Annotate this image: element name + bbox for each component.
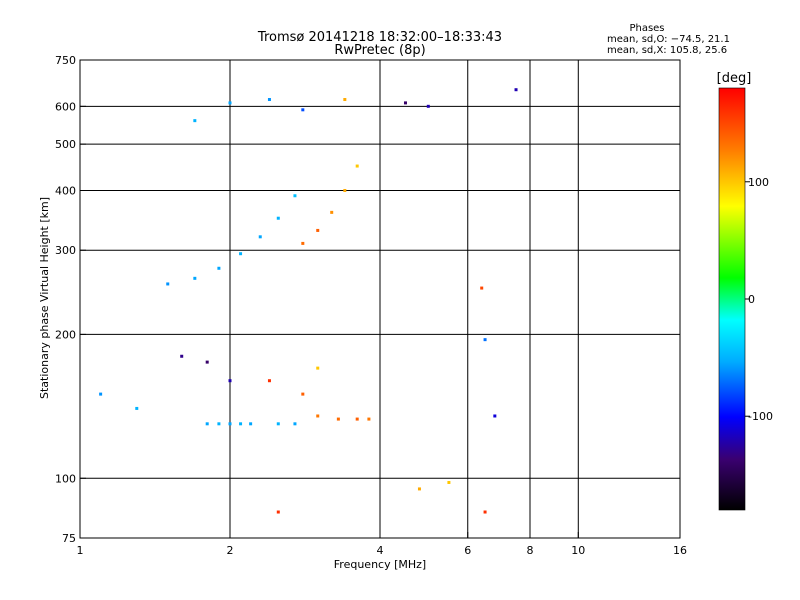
x-tick-label: 8 — [527, 544, 534, 557]
x-tick-label: 2 — [227, 544, 234, 557]
data-point — [205, 422, 209, 426]
data-point — [276, 422, 280, 426]
data-point — [483, 338, 487, 342]
colorbar-label: [deg] — [717, 71, 752, 86]
data-point — [205, 360, 209, 364]
data-point — [301, 241, 305, 245]
data-point — [301, 392, 305, 396]
data-point — [293, 194, 297, 198]
data-point — [180, 354, 184, 358]
y-tick-label: 75 — [62, 532, 76, 545]
legend-title: Phases — [629, 23, 664, 34]
data-point — [99, 392, 103, 396]
x-axis-label: Frequency [MHz] — [334, 558, 426, 571]
data-point — [316, 414, 320, 418]
data-point — [217, 422, 221, 426]
series-points — [193, 98, 430, 123]
colorbar — [718, 87, 746, 511]
x-tick-label: 10 — [571, 544, 585, 557]
y-axis-label: Stationary phase Virtual Height [km] — [38, 197, 51, 399]
data-point — [293, 422, 297, 426]
series-points — [301, 164, 359, 245]
data-point — [316, 366, 320, 370]
chart-title: Tromsø 20141218 18:32:00–18:33:43 — [257, 30, 502, 45]
data-point — [276, 216, 280, 220]
data-point — [316, 228, 320, 232]
data-points — [99, 88, 518, 514]
data-point — [417, 487, 421, 491]
data-point — [228, 422, 232, 426]
data-point — [228, 101, 232, 105]
colorbar-tick-label: 100 — [748, 176, 769, 189]
series-points — [99, 354, 320, 410]
data-point — [135, 406, 139, 410]
data-point — [355, 164, 359, 168]
y-axis: 75 100 200 300 400 500 600 750 — [55, 54, 86, 545]
chart-subtitle: RwPretec (8p) — [334, 43, 425, 58]
y-tick-label: 400 — [55, 184, 76, 197]
data-point — [403, 101, 407, 105]
data-point — [343, 98, 347, 102]
data-point — [193, 276, 197, 280]
y-tick-label: 500 — [55, 138, 76, 151]
data-point — [367, 417, 371, 421]
series-points — [166, 194, 297, 286]
data-point — [336, 417, 340, 421]
data-point — [426, 104, 430, 108]
grid-lines — [80, 60, 680, 538]
data-point — [447, 480, 451, 484]
x-tick-label: 6 — [464, 544, 471, 557]
x-tick-label: 16 — [673, 544, 687, 557]
data-point — [301, 108, 305, 112]
colorbar-ticks: 100 0 -100 — [745, 176, 773, 423]
data-point — [480, 286, 484, 290]
data-point — [355, 417, 359, 421]
data-point — [483, 510, 487, 514]
x-axis: 1 2 4 6 8 10 16 — [77, 532, 687, 557]
data-point — [267, 98, 271, 102]
data-point — [258, 235, 262, 239]
series-points — [276, 88, 518, 514]
y-tick-label: 100 — [55, 472, 76, 485]
colorbar-tick-label: 0 — [748, 293, 755, 306]
data-point — [514, 88, 518, 92]
data-point — [267, 379, 271, 383]
data-point — [166, 282, 170, 286]
series-points — [205, 414, 371, 426]
legend-line-x: mean, sd,X: 105.8, 25.6 — [607, 45, 727, 56]
legend-line-o: mean, sd,O: −74.5, 21.1 — [607, 34, 730, 45]
colorbar-tick-label: -100 — [748, 410, 773, 423]
data-point — [193, 119, 197, 123]
x-tick-label: 4 — [377, 544, 384, 557]
x-tick-label: 1 — [77, 544, 84, 557]
y-tick-label: 750 — [55, 54, 76, 67]
data-point — [493, 414, 497, 418]
data-point — [249, 422, 253, 426]
data-point — [330, 210, 334, 214]
y-tick-label: 600 — [55, 100, 76, 113]
data-point — [217, 266, 221, 270]
y-tick-label: 200 — [55, 328, 76, 341]
data-point — [239, 252, 243, 256]
data-point — [239, 422, 243, 426]
data-point — [228, 379, 232, 383]
data-point — [343, 188, 347, 192]
y-tick-label: 300 — [55, 244, 76, 257]
data-point — [276, 510, 280, 514]
